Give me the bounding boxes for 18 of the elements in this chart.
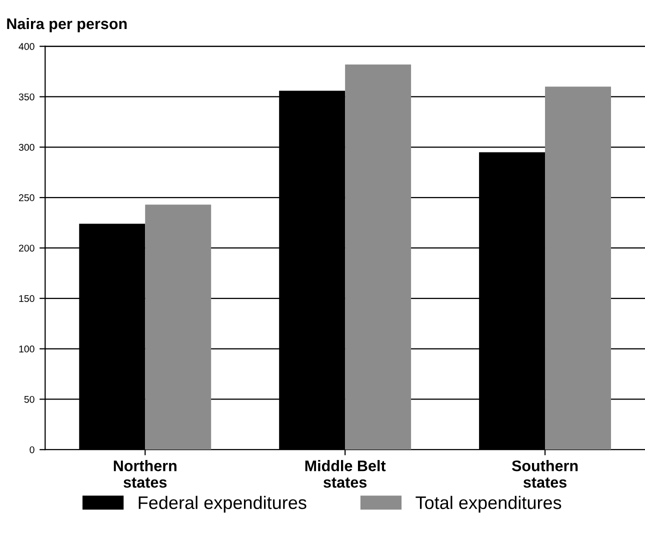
bar [545, 86, 612, 450]
y-tick-label: 50 [24, 396, 34, 403]
bar [345, 64, 412, 450]
y-tick-label: 300 [18, 144, 34, 151]
y-tick-label: 400 [18, 43, 34, 50]
bar [145, 204, 212, 450]
x-tick-label: Middle Belt states [305, 460, 386, 488]
y-tick-label: 100 [19, 346, 34, 352]
y-tick-label: 200 [19, 244, 34, 252]
legend-label: Total expenditures [416, 496, 562, 513]
y-axis-title: Naira per person [7, 18, 127, 32]
y-tick-label: 350 [18, 93, 34, 100]
legend-label: Federal expenditures [138, 496, 306, 513]
y-tick-label: 250 [19, 194, 34, 202]
x-tick-label: Northern states [114, 460, 176, 488]
y-tick-label: 150 [19, 295, 34, 302]
y-tick-label: 0 [30, 446, 34, 454]
x-tick-label: Southern states [512, 460, 578, 488]
